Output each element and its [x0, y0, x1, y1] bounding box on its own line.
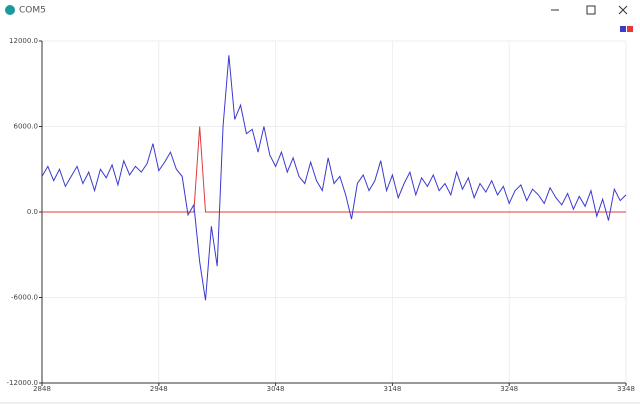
close-button[interactable]	[618, 5, 628, 15]
x-tick-label: 2948	[150, 385, 168, 393]
x-tick-label: 3248	[500, 385, 518, 393]
y-tick-label: 12000.0	[9, 37, 38, 45]
y-tick-label: -12000.0	[7, 379, 38, 387]
x-tick-label: 3048	[267, 385, 285, 393]
y-tick-label: -6000.0	[11, 294, 38, 302]
maximize-button[interactable]	[586, 5, 596, 15]
legend-swatch	[627, 26, 633, 32]
x-tick-label: 2848	[33, 385, 51, 393]
window-title: COM5	[19, 6, 46, 16]
x-tick-label: 3348	[617, 385, 635, 393]
series-line	[42, 126, 626, 213]
y-tick-label: 6000.0	[14, 123, 39, 131]
x-tick-label: 3148	[383, 385, 401, 393]
app-icon	[5, 5, 15, 15]
series-line	[41, 55, 627, 301]
legend-swatch	[620, 26, 626, 32]
y-tick-label: 0.0	[27, 208, 38, 216]
